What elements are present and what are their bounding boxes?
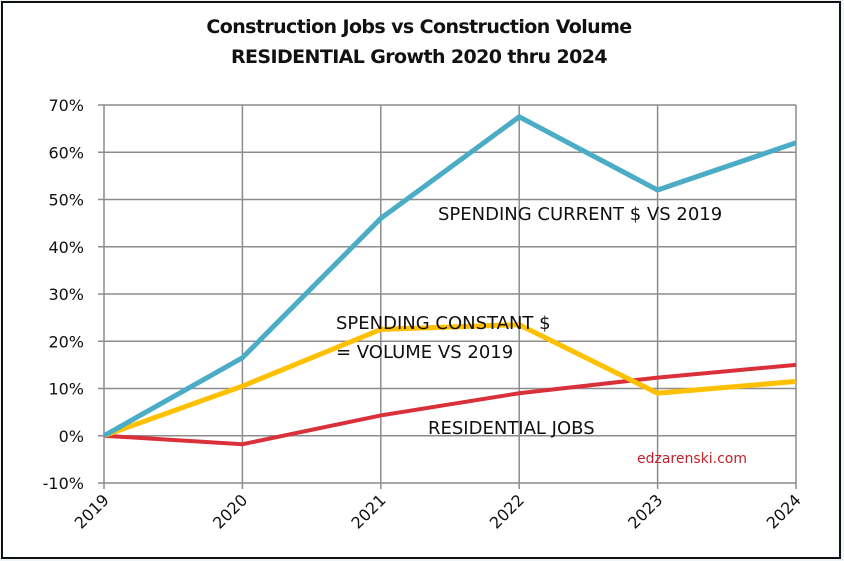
x-tick-label: 2023 [624, 490, 666, 532]
y-tick-label: 40% [48, 238, 84, 257]
watermark: edzarenski.com [637, 451, 747, 467]
series-line-spending-constant-volume-vs-2019 [103, 322, 797, 439]
chart-subtitle: RESIDENTIAL Growth 2020 thru 2024 [231, 46, 608, 68]
y-tick-label: 0% [59, 427, 84, 446]
x-tick-label: 2020 [209, 490, 251, 532]
x-tick-label: 2019 [71, 490, 113, 532]
x-tick-label: 2021 [347, 490, 389, 532]
y-axis-ticks: -10% 0% 10% 20% 30% 40% 50% 60% 70% [43, 96, 84, 493]
annotation-residential-jobs: RESIDENTIAL JOBS [428, 418, 595, 439]
annotations: SPENDING CURRENT $ VS 2019 SPENDING CONS… [336, 204, 747, 467]
y-tick-label: 30% [48, 285, 84, 304]
y-tick-label: 10% [48, 380, 84, 399]
annotation-volume: = VOLUME VS 2019 [336, 342, 513, 363]
y-tick-label: 20% [48, 332, 84, 351]
x-tick-label: 2024 [763, 490, 805, 532]
series-lines [102, 113, 797, 447]
annotation-spending-constant: SPENDING CONSTANT $ [336, 313, 551, 334]
y-tick-label: -10% [43, 474, 84, 493]
x-tick-label: 2022 [486, 490, 528, 532]
y-tick-label: 50% [48, 191, 84, 210]
annotation-spending-current: SPENDING CURRENT $ VS 2019 [438, 204, 722, 225]
series-line-residential-jobs [103, 362, 797, 447]
x-axis-ticks: 2019 2020 2021 2022 2023 2024 [71, 490, 805, 532]
y-tick-label: 70% [48, 96, 84, 115]
chart-title: Construction Jobs vs Construction Volume [206, 16, 632, 38]
gridlines [98, 104, 797, 489]
y-tick-label: 60% [48, 143, 84, 162]
series-line-spending-current-vs-2019 [102, 113, 797, 438]
